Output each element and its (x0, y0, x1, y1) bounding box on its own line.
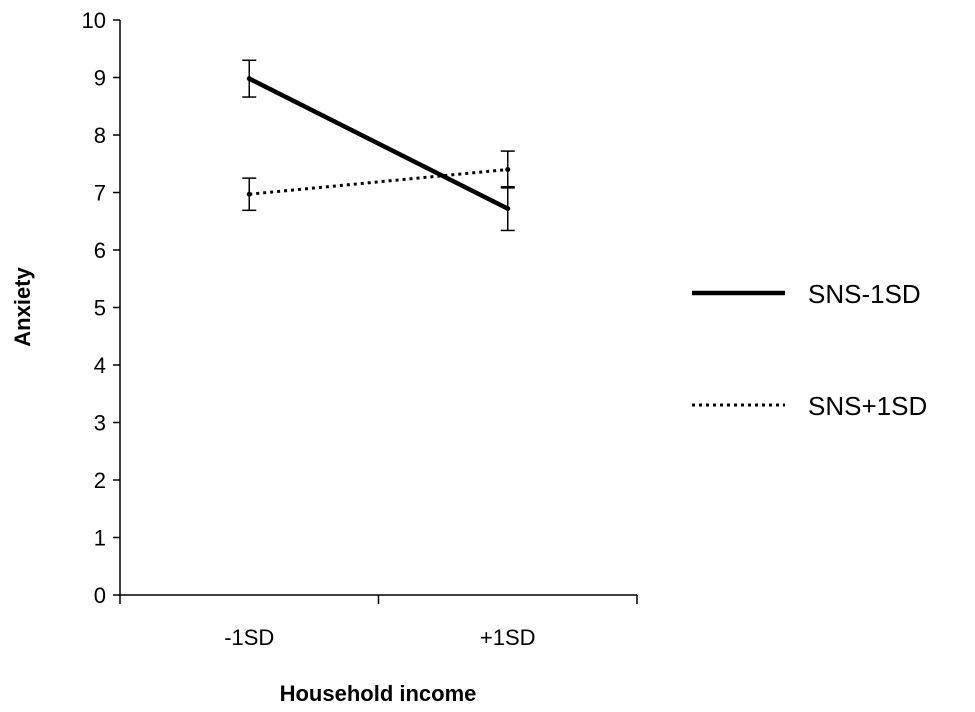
data-point (246, 191, 252, 197)
y-tick-label: 9 (94, 66, 106, 91)
y-tick-label: 10 (82, 8, 106, 33)
plot-area (242, 59, 515, 232)
legend: SNS-1SD SNS+1SD (692, 279, 927, 421)
data-point (505, 167, 511, 172)
y-tick-label: 4 (94, 353, 106, 378)
y-tick-label: 5 (94, 296, 106, 321)
y-tick-label: 0 (94, 583, 106, 608)
x-axis: -1SD +1SD (119, 594, 638, 650)
legend-label: SNS-1SD (808, 279, 921, 309)
y-axis: 0 1 2 3 4 5 6 7 8 9 10 (82, 8, 121, 608)
x-tick-label: -1SD (224, 625, 274, 650)
y-tick-label: 6 (94, 238, 106, 263)
y-tick-label: 8 (94, 123, 106, 148)
data-point (505, 206, 511, 212)
legend-label: SNS+1SD (808, 391, 927, 421)
y-tick-label: 2 (94, 468, 106, 493)
y-tick-label: 1 (94, 526, 106, 551)
y-tick-label: 3 (94, 411, 106, 436)
series-line (249, 168, 508, 196)
y-axis-title: Anxiety (10, 267, 35, 347)
series-line (248, 76, 509, 211)
y-tick-label: 7 (94, 181, 106, 206)
x-tick-label: +1SD (480, 625, 536, 650)
data-point (246, 76, 252, 82)
x-axis-title: Household income (280, 681, 477, 706)
